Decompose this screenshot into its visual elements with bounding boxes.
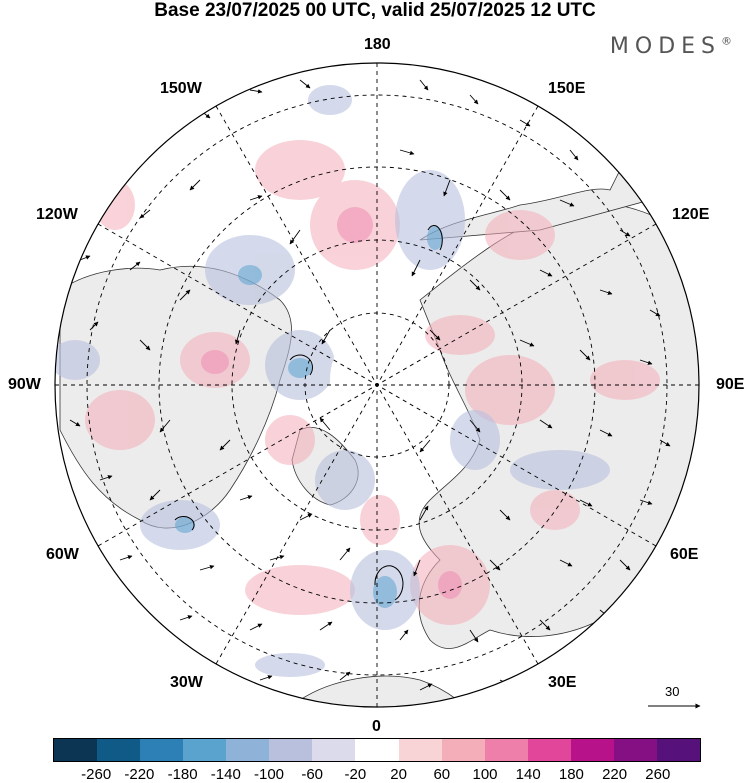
lon-label-0: 0	[372, 718, 381, 735]
colorbar	[53, 738, 701, 762]
colorbar-swatch	[269, 739, 313, 761]
colorbar-tick-label: -220	[124, 766, 155, 783]
colorbar-swatch	[140, 739, 184, 761]
logo-text: MODES	[609, 34, 721, 59]
wind-vectors	[69, 79, 671, 691]
colorbar-swatch	[97, 739, 141, 761]
colorbar-tick-label: 180	[558, 766, 584, 783]
map-title: Base 23/07/2025 00 UTC, valid 25/07/2025…	[154, 0, 596, 21]
modes-logo: MODES®	[610, 34, 732, 59]
lon-label-60e: 60E	[670, 546, 699, 563]
colorbar-tick-label: -180	[167, 766, 198, 783]
colorbar-swatch	[398, 739, 442, 761]
colorbar-tick-label: 260	[645, 766, 671, 783]
colorbar-tick-label: 20	[390, 766, 407, 783]
colorbar-tick-label: -260	[81, 766, 112, 783]
colorbar-ticks: -260 -220 -180 -140 -100 -60 -20 20 60 100 140 180 2…	[53, 766, 701, 783]
lon-label-90w: 90W	[8, 376, 41, 393]
lon-label-120e: 120E	[672, 206, 710, 223]
negative-anomaly-cores	[175, 226, 443, 608]
colorbar-swatch	[656, 739, 700, 761]
lon-label-90e: 90E	[716, 376, 745, 393]
lon-label-30e: 30E	[548, 674, 577, 691]
lon-label-30w: 30W	[170, 674, 203, 691]
lon-label-150w: 150W	[160, 80, 202, 97]
africa-land	[299, 675, 481, 707]
reference-vector-label: 30	[665, 684, 680, 699]
lon-label-180: 180	[364, 36, 391, 53]
colorbar-tick-label: 100	[472, 766, 498, 783]
colorbar-swatch	[183, 739, 227, 761]
colorbar-swatch	[54, 739, 98, 761]
colorbar-tick-label: -140	[210, 766, 241, 783]
colorbar-swatch	[312, 739, 356, 761]
pole-region	[330, 325, 420, 435]
circulation-arcs	[174, 225, 443, 601]
lon-label-120w: 120W	[36, 206, 78, 223]
colorbar-tick-label: 140	[515, 766, 541, 783]
lon-label-150e: 150E	[548, 80, 586, 97]
colorbar-tick-label: 220	[602, 766, 628, 783]
colorbar-swatch	[441, 739, 485, 761]
lon-label-60w: 60W	[46, 546, 79, 563]
colorbar-tick-label: 60	[433, 766, 451, 783]
graticule	[55, 63, 699, 707]
colorbar-swatch	[355, 739, 399, 761]
colorbar-swatch	[613, 739, 657, 761]
colorbar-tick-label: -100	[253, 766, 285, 783]
logo-registered-mark: ®	[721, 34, 732, 48]
colorbar-tick-label: -20	[344, 766, 367, 783]
colorbar-swatch	[527, 739, 571, 761]
land-areas	[59, 169, 699, 707]
positive-anomalies	[85, 140, 660, 625]
colorbar-swatch	[226, 739, 270, 761]
colorbar-tick-label: -60	[301, 766, 324, 783]
colorbar-swatch	[484, 739, 528, 761]
colorbar-swatch	[570, 739, 614, 761]
map-boundary	[54, 62, 700, 708]
